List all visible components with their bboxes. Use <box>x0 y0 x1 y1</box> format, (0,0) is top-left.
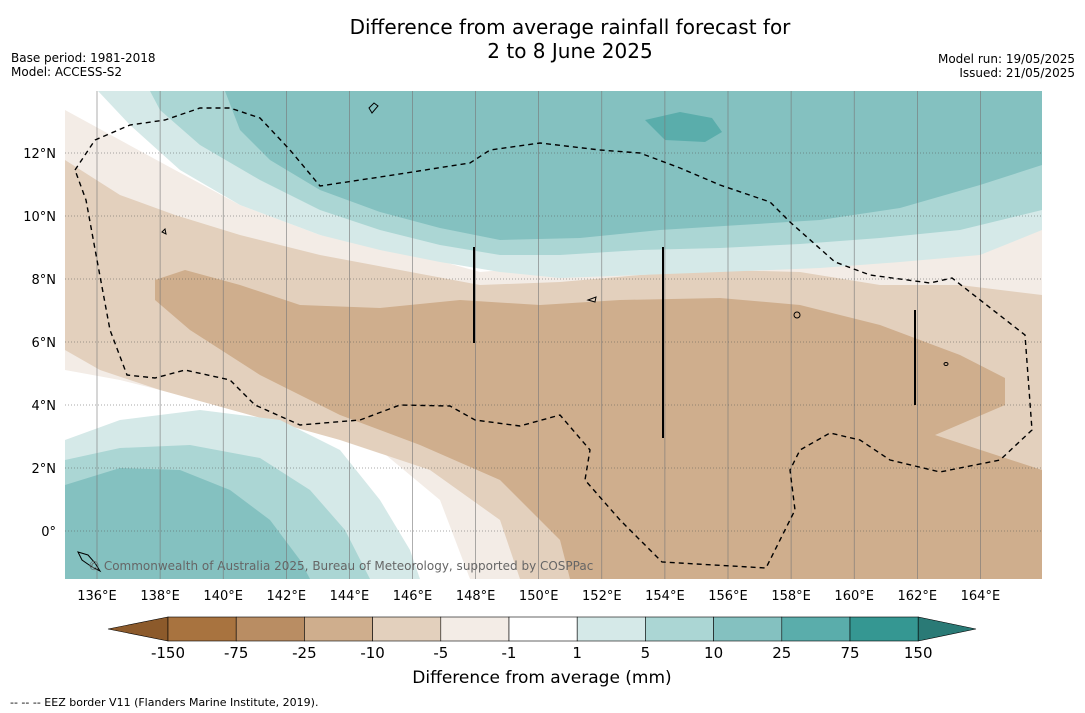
lat-label: 10°N <box>23 210 56 225</box>
lat-label: 12°N <box>23 147 56 162</box>
colorbar-swatch <box>372 616 442 642</box>
lon-label: 154°E <box>645 589 685 604</box>
lon-label: 160°E <box>834 589 874 604</box>
footer-note: -- -- -- EEZ border V11 (Flanders Marine… <box>10 696 319 709</box>
wet-core-25 <box>645 112 722 142</box>
lon-label: 140°E <box>203 589 243 604</box>
colorbar-tick-label: -75 <box>224 644 249 662</box>
model-run: Model run: 19/05/2025 <box>937 52 1075 66</box>
colorbar-tick-label: -10 <box>360 644 385 662</box>
dry-band-m10 <box>155 270 1042 579</box>
map-field <box>65 91 1042 579</box>
lat-label: 0° <box>41 525 56 540</box>
colorbar-tick-label: -5 <box>433 644 448 662</box>
wet-band-10 <box>225 91 1042 240</box>
title-line-2: 2 to 8 June 2025 <box>487 39 653 63</box>
colorbar-tick-label: 150 <box>904 644 933 662</box>
lat-label: 8°N <box>32 273 57 288</box>
colorbar-tick-label: 1 <box>572 644 582 662</box>
colorbar-swatch <box>235 616 305 642</box>
lon-label: 146°E <box>393 589 433 604</box>
lat-label: 6°N <box>32 336 57 351</box>
colorbar-tick-label: 5 <box>641 644 651 662</box>
colorbar-swatch <box>576 616 646 642</box>
copyright-text: © Commonwealth of Australia 2025, Bureau… <box>88 559 593 573</box>
colorbar-swatch <box>167 616 237 642</box>
map-title: Difference from average rainfall forecas… <box>270 15 870 63</box>
lon-label: 162°E <box>898 589 938 604</box>
colorbar-tick-label: 75 <box>840 644 859 662</box>
colorbar-tick-label: -150 <box>151 644 185 662</box>
lon-label: 164°E <box>961 589 1001 604</box>
meta-right: Model run: 19/05/2025 Issued: 21/05/2025 <box>938 52 1075 80</box>
model-name: Model: ACCESS-S2 <box>11 65 123 79</box>
colorbar-swatch <box>645 616 714 642</box>
colorbar-tick-label: 10 <box>704 644 723 662</box>
lon-label: 156°E <box>708 589 748 604</box>
issued-date: Issued: 21/05/2025 <box>959 66 1075 80</box>
eez-border <box>74 107 1033 569</box>
colorbar-tick-label: -25 <box>292 644 317 662</box>
colorbar-swatch <box>713 616 783 642</box>
lat-label: 4°N <box>32 399 57 414</box>
colorbar-tick-label: 25 <box>772 644 791 662</box>
lat-label: 2°N <box>32 462 57 477</box>
meta-left: Base period: 1981-2018 Model: ACCESS-S2 <box>11 51 156 79</box>
legend-title: Difference from average (mm) <box>412 668 672 688</box>
colorbar-arrow-left <box>107 616 169 642</box>
lon-label: 144°E <box>330 589 370 604</box>
map-grid-lat <box>65 152 1042 532</box>
lon-label: 152°E <box>582 589 622 604</box>
map-grid <box>96 91 981 579</box>
base-period: Base period: 1981-2018 <box>11 51 156 65</box>
colorbar: -150 -75 -25 -10 -5 -1 1 5 10 25 75 150 <box>107 616 977 662</box>
colorbar-arrow-right <box>917 616 977 642</box>
colorbar-tick-label: -1 <box>502 644 517 662</box>
colorbar-swatch <box>849 616 919 642</box>
lon-label: 148°E <box>456 589 496 604</box>
lon-label: 142°E <box>267 589 307 604</box>
latitude-labels: 12°N 10°N 8°N 6°N 4°N 2°N 0° <box>23 147 56 540</box>
colorbar-swatch <box>440 616 510 642</box>
lon-label: 150°E <box>519 589 559 604</box>
colorbar-swatch <box>508 616 578 642</box>
islands <box>77 102 949 573</box>
wet-band-sw-10 <box>65 468 310 579</box>
lon-label: 138°E <box>140 589 180 604</box>
title-line-1: Difference from average rainfall forecas… <box>349 15 791 39</box>
colorbar-swatch <box>781 616 851 642</box>
lon-label: 136°E <box>77 589 117 604</box>
longitude-labels: 136°E 138°E 140°E 142°E 144°E 146°E 148°E 150°E… <box>77 589 1000 604</box>
lon-label: 158°E <box>771 589 811 604</box>
colorbar-swatch <box>304 616 373 642</box>
